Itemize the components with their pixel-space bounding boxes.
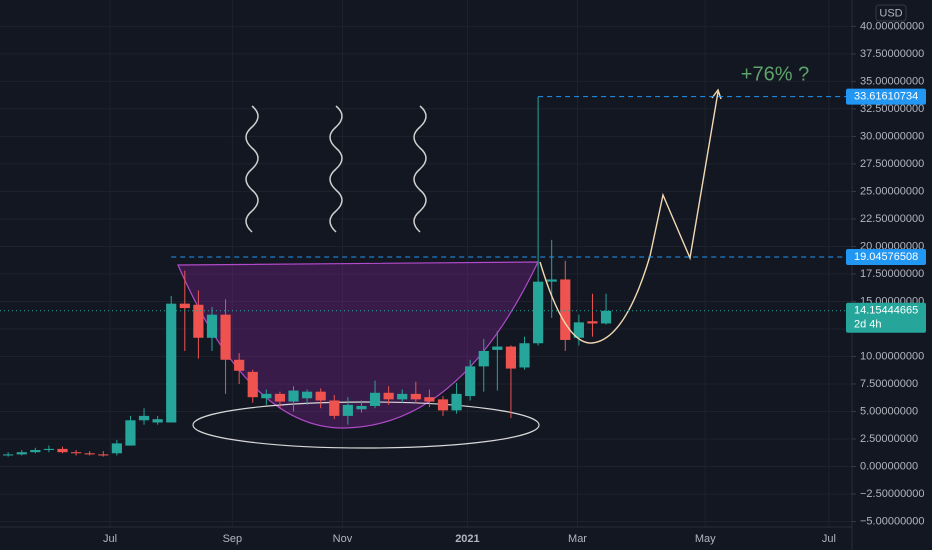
y-tick-label: 30.00000000 [860, 130, 924, 142]
x-tick-label: Jul [822, 533, 836, 545]
candle-body [302, 391, 313, 399]
candle-body [573, 322, 584, 338]
candle-body [43, 448, 55, 450]
candle-body [329, 400, 340, 416]
x-tick-label: Nov [333, 533, 353, 545]
price-label-box [846, 302, 926, 333]
currency: USD [879, 7, 902, 19]
y-tick-label: 17.50000000 [860, 268, 924, 280]
candle-body [84, 453, 95, 455]
candle-body [342, 404, 353, 416]
candle-body [166, 303, 177, 423]
y-tick-label: 37.50000000 [860, 48, 924, 60]
candle-body [3, 454, 14, 456]
candle-body [369, 392, 381, 406]
y-tick-label: 7.50000000 [860, 378, 918, 390]
candle-body [546, 279, 557, 282]
y-tick-label: 35.00000000 [860, 75, 924, 87]
x-tick-label: Jul [103, 533, 117, 545]
candle-body [16, 452, 27, 455]
projection-path [539, 91, 719, 344]
y-tick-label: 32.50000000 [860, 103, 924, 115]
candle-body [193, 304, 204, 338]
candle-body [397, 393, 408, 400]
projection-arrow [711, 88, 722, 100]
candle-body [152, 419, 163, 423]
candle-body [98, 454, 109, 456]
candle-body [533, 281, 544, 344]
y-tick-label: 27.50000000 [860, 158, 924, 170]
candle-body [451, 393, 462, 411]
y-tick-label: 2.50000000 [860, 433, 918, 445]
candle-body [600, 310, 612, 324]
candle-body [437, 399, 449, 411]
candle-body [206, 314, 218, 338]
candle-body [478, 350, 489, 367]
y-tick-label: −5.00000000 [860, 515, 925, 527]
y-tick-label: 10.00000000 [860, 350, 924, 362]
candle-body [492, 346, 503, 350]
price-label-box [846, 88, 926, 105]
candle-body [138, 415, 150, 421]
handle-ellipse [192, 401, 540, 449]
steam-squiggle [413, 105, 427, 233]
candle-body [261, 393, 272, 399]
y-tick-label: 22.50000000 [860, 213, 924, 225]
x-tick-label: Mar [568, 533, 587, 545]
candles [3, 96, 612, 457]
candle-body [424, 397, 435, 402]
x-tick-label: May [695, 533, 716, 545]
candle-body [410, 393, 421, 400]
candle-body [30, 449, 41, 453]
candle-body [383, 392, 394, 400]
y-tick-label: −2.50000000 [860, 488, 925, 500]
price-label: 14.15444665 [854, 305, 918, 317]
price-label-box [846, 248, 926, 265]
candle-body [519, 343, 530, 368]
candle-body [560, 279, 571, 340]
candle-body [57, 448, 68, 453]
y-tick-label: 40.00000000 [860, 20, 924, 32]
candle-body [111, 443, 122, 454]
annotation: +76% ? [741, 63, 809, 85]
candle-body [587, 321, 598, 324]
price-label: 19.04576508 [854, 251, 918, 263]
countdown: 2d 4h [854, 319, 882, 331]
candle-body [179, 303, 190, 309]
candle-body [71, 452, 82, 454]
candle-body [315, 391, 326, 401]
price-label: 33.61610734 [854, 91, 918, 103]
candle-body [274, 393, 286, 402]
axes: 40.00000000 37.50000000 35.00000000 32.5000… [0, 20, 926, 545]
candle-body [247, 371, 258, 398]
candle-body [288, 390, 299, 402]
currency-box [875, 4, 907, 22]
candle-body [220, 314, 231, 360]
x-tick-label: Sep [223, 533, 243, 545]
y-tick-label: 5.00000000 [860, 405, 918, 417]
candle-body [465, 366, 476, 397]
y-tick-label: 0.00000000 [860, 460, 918, 472]
x-tick-label: 2021 [455, 533, 479, 545]
candle-body [125, 420, 136, 446]
candle-body [356, 405, 367, 410]
y-tick-label: 25.00000000 [860, 185, 924, 197]
candle-body [505, 346, 517, 369]
candle-body [234, 359, 245, 371]
steam-squiggle [245, 105, 259, 233]
steam-squiggle [329, 105, 343, 233]
